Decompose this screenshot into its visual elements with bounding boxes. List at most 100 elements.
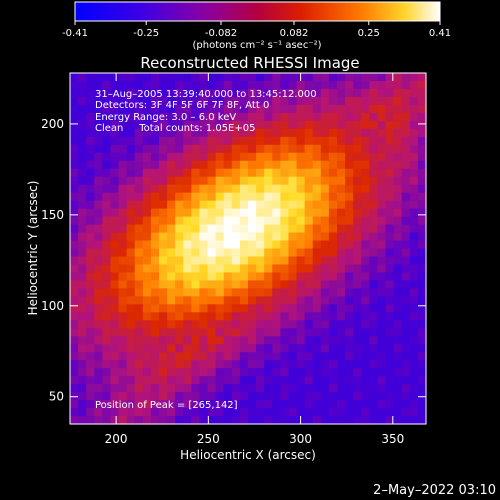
heatmap-cell <box>175 152 184 162</box>
heatmap-cell <box>159 176 168 186</box>
heatmap-cell <box>369 88 379 98</box>
heatmap-cell <box>102 272 112 282</box>
heatmap-cell <box>78 304 87 313</box>
heatmap-cell <box>393 192 403 202</box>
heatmap-cell <box>288 320 298 329</box>
heatmap-cell <box>94 344 103 353</box>
heatmap-cell <box>361 168 370 178</box>
heatmap-cell <box>199 208 209 218</box>
heatmap-cell <box>296 400 306 409</box>
heatmap-cell <box>118 240 128 250</box>
heatmap-cell <box>264 304 273 313</box>
heatmap-cell <box>393 160 403 170</box>
heatmap-cell <box>86 73 95 82</box>
heatmap-cell <box>110 408 120 417</box>
heatmap-cell <box>248 248 257 258</box>
heatmap-cell <box>312 168 322 178</box>
heatmap-cell <box>288 328 298 337</box>
heatmap-cell <box>110 232 120 242</box>
heatmap-cell <box>369 360 379 369</box>
heatmap-cell <box>288 256 298 266</box>
heatmap-cell <box>239 73 249 82</box>
heatmap-cell <box>264 280 273 289</box>
heatmap-cell <box>215 184 225 194</box>
heatmap-cell <box>86 336 95 345</box>
heatmap-cell <box>199 360 209 369</box>
heatmap-cell <box>264 80 273 90</box>
heatmap-cell <box>296 344 306 353</box>
heatmap-cell <box>417 288 427 297</box>
heatmap-cell <box>231 272 241 282</box>
heatmap-cell <box>110 304 120 313</box>
heatmap-cell <box>215 176 225 186</box>
heatmap-cell <box>272 312 281 321</box>
heatmap-cell <box>369 264 379 274</box>
heatmap-cell <box>118 224 128 234</box>
heatmap-cell <box>191 320 201 329</box>
heatmap-cell <box>142 176 152 186</box>
heatmap-cell <box>288 80 298 90</box>
heatmap-cell <box>377 120 387 130</box>
heatmap-cell <box>134 240 144 250</box>
heatmap-cell <box>94 232 103 242</box>
heatmap-cell <box>264 88 273 98</box>
heatmap-cell <box>142 352 152 361</box>
heatmap-cell <box>191 160 201 170</box>
heatmap-cell <box>86 280 95 289</box>
heatmap-cell <box>134 160 144 170</box>
heatmap-cell <box>280 296 290 305</box>
heatmap-cell <box>296 376 306 385</box>
heatmap-cell <box>401 120 411 130</box>
x-tick-label: 350 <box>381 432 404 446</box>
heatmap-cell <box>78 104 87 114</box>
heatmap-cell <box>167 360 176 369</box>
heatmap-cell <box>70 352 79 361</box>
heatmap-cell <box>159 416 168 425</box>
heatmap-cell <box>78 264 87 274</box>
heatmap-cell <box>191 80 201 90</box>
heatmap-cell <box>328 344 338 353</box>
heatmap-cell <box>223 104 233 114</box>
heatmap-cell <box>70 128 79 138</box>
heatmap-cell <box>175 208 184 218</box>
heatmap-cell <box>248 416 257 425</box>
heatmap-cell <box>288 352 298 361</box>
heatmap-cell <box>118 264 128 274</box>
heatmap-cell <box>361 352 370 361</box>
heatmap-cell <box>183 128 192 138</box>
heatmap-cell <box>264 296 273 305</box>
heatmap-cell <box>191 184 201 194</box>
heatmap-cell <box>272 168 281 178</box>
heatmap-cell <box>159 120 168 130</box>
heatmap-cell <box>118 96 128 106</box>
colorbar <box>74 1 441 22</box>
heatmap-cell <box>142 280 152 289</box>
heatmap-cell <box>110 288 120 297</box>
heatmap-cell <box>264 208 273 218</box>
heatmap-cell <box>264 344 273 353</box>
heatmap-cell <box>369 104 379 114</box>
heatmap-cell <box>94 320 103 329</box>
heatmap-cell <box>142 328 152 337</box>
heatmap-cell <box>377 296 387 305</box>
heatmap-cell <box>417 408 427 417</box>
heatmap-cell <box>78 88 87 98</box>
heatmap-cell <box>417 200 427 210</box>
heatmap-cell <box>369 368 379 377</box>
heatmap-cell <box>401 224 411 234</box>
heatmap-cell <box>417 384 427 393</box>
heatmap-cell <box>401 88 411 98</box>
heatmap-cell <box>78 408 87 417</box>
heatmap-cell <box>215 360 225 369</box>
heatmap-cell <box>385 216 395 226</box>
heatmap-cell <box>320 256 330 266</box>
heatmap-cell <box>393 272 403 282</box>
heatmap-cell <box>159 376 168 385</box>
heatmap-cell <box>126 128 136 138</box>
heatmap-cell <box>199 296 209 305</box>
heatmap-cell <box>272 384 281 393</box>
heatmap-cell <box>134 80 144 90</box>
heatmap-cell <box>126 352 136 361</box>
heatmap-cell <box>361 416 370 425</box>
heatmap-cell <box>110 168 120 178</box>
